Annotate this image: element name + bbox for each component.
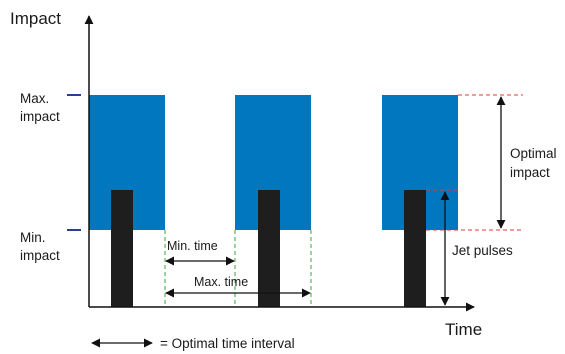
y-axis-label: Impact: [10, 9, 61, 28]
min-time-label: Min. time: [167, 239, 218, 253]
optimal-impact-label-line1: Optimal: [510, 146, 557, 161]
jet-pulses-label: Jet pulses: [452, 243, 513, 258]
jet-pulse-3: [404, 190, 426, 307]
max-impact-label-line2: impact: [20, 109, 60, 124]
max-time-label: Max. time: [194, 275, 248, 289]
max-impact-label-line1: Max.: [20, 91, 49, 106]
optimal-impact-label-line2: impact: [510, 165, 550, 180]
jet-pulse-1: [111, 190, 133, 307]
min-impact-label-line1: Min.: [20, 230, 46, 245]
legend-label: = Optimal time interval: [160, 336, 295, 351]
jet-pulse-2: [258, 190, 280, 307]
x-axis-label: Time: [445, 320, 482, 339]
min-impact-label-line2: impact: [20, 248, 60, 263]
